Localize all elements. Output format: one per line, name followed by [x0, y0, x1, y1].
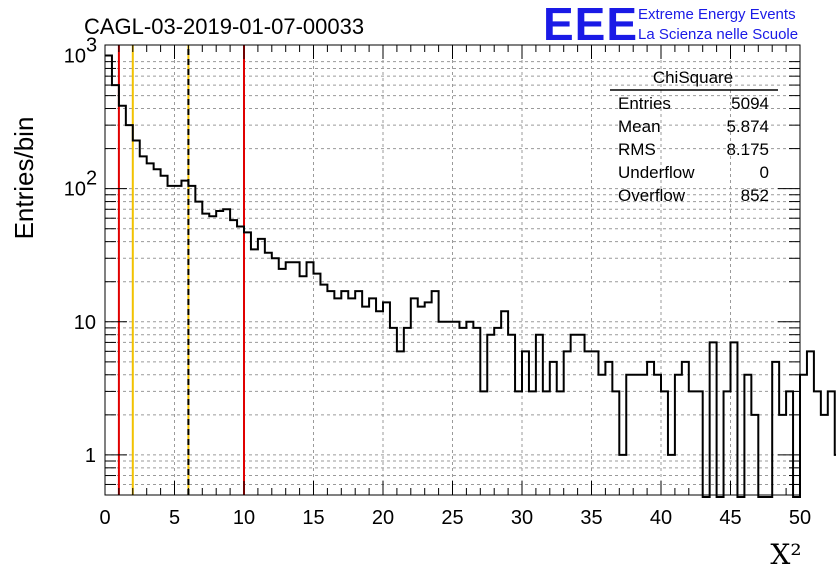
logo-line-2: La Scienza nelle Scuole — [638, 26, 798, 43]
y-tick-label: 10 — [64, 46, 86, 68]
y-tick-label: 10 — [64, 179, 86, 201]
chart-title: CAGL-03-2019-01-07-00033 — [84, 14, 364, 39]
stats-value: 852 — [741, 186, 769, 205]
x-tick-label: 35 — [580, 507, 602, 529]
y-tick-exponent: 2 — [86, 168, 97, 190]
x-tick-label: 40 — [650, 507, 672, 529]
stats-value: 5.874 — [726, 117, 769, 136]
x-tick-label: 15 — [302, 507, 324, 529]
logo-mark: EEE — [543, 0, 638, 50]
stats-value: 8.175 — [726, 140, 769, 159]
x-tick-label: 20 — [372, 507, 394, 529]
x-tick-label: 50 — [789, 507, 811, 529]
x-tick-label: 30 — [511, 507, 533, 529]
stats-value: 5094 — [731, 94, 769, 113]
x-tick-label: 45 — [719, 507, 741, 529]
stats-value: 0 — [760, 163, 769, 182]
logo-line-1: Extreme Energy Events — [638, 6, 796, 23]
grid — [105, 45, 800, 496]
stats-label: RMS — [618, 140, 656, 159]
stats-label: Underflow — [618, 163, 695, 182]
stats-title: ChiSquare — [653, 68, 733, 87]
x-axis-label: X² — [770, 538, 801, 571]
y-tick-label: 1 — [85, 445, 96, 467]
y-tick-label: 10 — [74, 312, 96, 334]
y-axis-label: Entries/bin — [9, 117, 39, 240]
stats-box: ChiSquare Entries 5094 Mean 5.874 RMS 8.175 Un… — [610, 68, 778, 205]
x-tick-label: 0 — [99, 507, 110, 529]
x-tick-label: 25 — [441, 507, 463, 529]
stats-rows: Entries 5094 Mean 5.874 RMS 8.175 Underflow 0 Ov… — [618, 94, 769, 205]
x-tick-label: 5 — [169, 507, 180, 529]
x-tick-label: 10 — [233, 507, 255, 529]
y-tick-exponent: 3 — [86, 35, 97, 57]
stats-label: Overflow — [618, 186, 686, 205]
stats-label: Mean — [618, 117, 661, 136]
x-axis: 0 5 10 15 20 25 30 35 40 45 50 — [99, 45, 811, 529]
reference-lines — [117, 45, 245, 495]
stats-label: Entries — [618, 94, 671, 113]
logo: EEE Extreme Energy Events La Scienza nel… — [543, 0, 798, 50]
